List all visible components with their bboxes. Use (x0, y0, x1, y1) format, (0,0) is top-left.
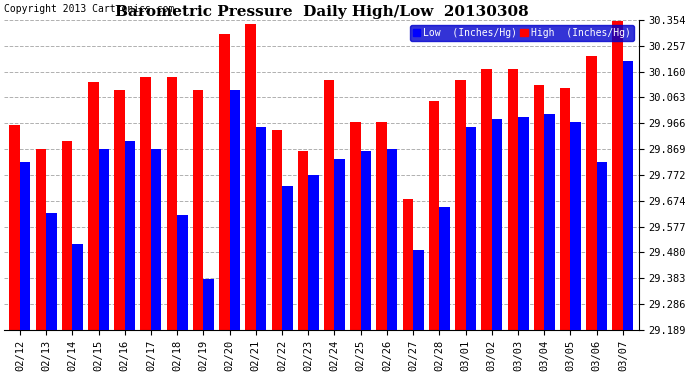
Bar (36, 149, 46, 330)
Bar (623, 61, 633, 330)
Bar (88, 82, 99, 330)
Bar (466, 128, 476, 330)
Bar (534, 85, 544, 330)
Bar (99, 149, 109, 330)
Bar (361, 152, 371, 330)
Bar (377, 122, 387, 330)
Bar (246, 24, 256, 330)
Bar (62, 141, 72, 330)
Bar (387, 149, 397, 330)
Text: Copyright 2013 Cartronics.com: Copyright 2013 Cartronics.com (4, 4, 175, 14)
Bar (403, 199, 413, 330)
Bar (151, 149, 161, 330)
Bar (440, 207, 450, 330)
Legend: Low  (Inches/Hg), High  (Inches/Hg): Low (Inches/Hg), High (Inches/Hg) (410, 25, 633, 40)
Bar (230, 90, 240, 330)
Bar (324, 80, 335, 330)
Bar (413, 250, 424, 330)
Title: Barometric Pressure  Daily High/Low  20130308: Barometric Pressure Daily High/Low 20130… (115, 5, 529, 19)
Bar (219, 34, 230, 330)
Bar (429, 101, 440, 330)
Bar (272, 130, 282, 330)
Bar (351, 122, 361, 330)
Bar (586, 56, 597, 330)
Bar (10, 125, 20, 330)
Bar (335, 159, 345, 330)
Bar (204, 279, 214, 330)
Bar (571, 122, 581, 330)
Bar (508, 69, 518, 330)
Bar (455, 80, 466, 330)
Bar (482, 69, 492, 330)
Bar (560, 87, 571, 330)
Bar (72, 244, 83, 330)
Bar (282, 186, 293, 330)
Bar (544, 114, 555, 330)
Bar (518, 117, 529, 330)
Bar (193, 90, 204, 330)
Bar (492, 119, 502, 330)
Bar (308, 175, 319, 330)
Bar (256, 128, 266, 330)
Bar (115, 90, 125, 330)
Bar (125, 141, 135, 330)
Bar (597, 162, 607, 330)
Bar (141, 77, 151, 330)
Bar (298, 152, 308, 330)
Bar (177, 215, 188, 330)
Bar (46, 213, 57, 330)
Bar (613, 21, 623, 330)
Bar (20, 162, 30, 330)
Bar (167, 77, 177, 330)
